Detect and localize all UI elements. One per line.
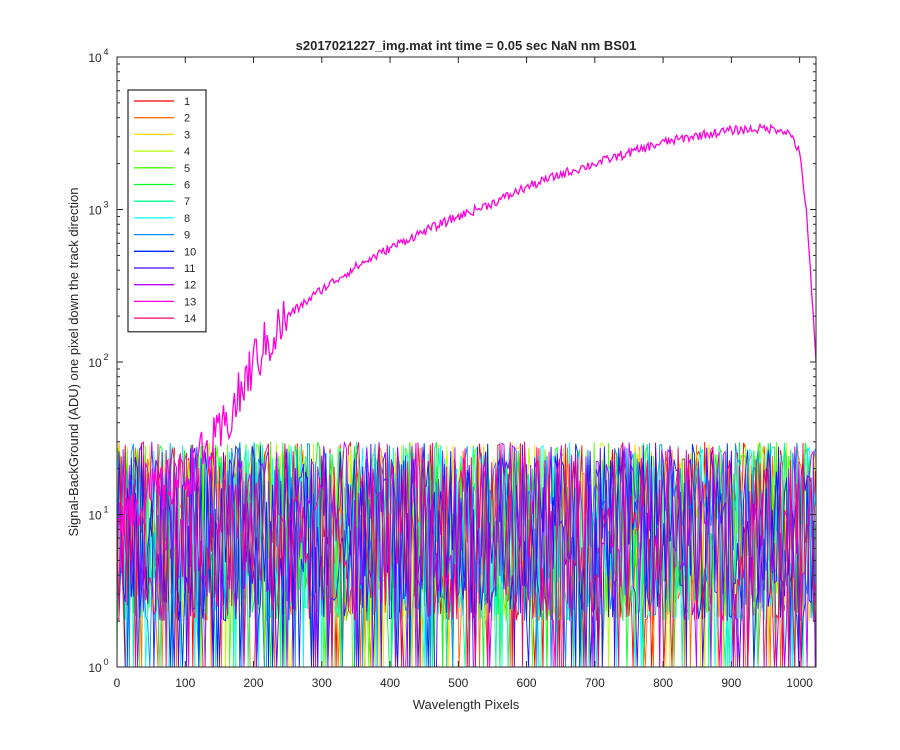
- x-tick-label: 0: [114, 676, 121, 690]
- x-tick-label: 800: [653, 676, 673, 690]
- legend-label-10: 10: [184, 246, 196, 258]
- series-layer: [117, 122, 816, 667]
- x-tick-label: 200: [244, 676, 264, 690]
- legend-label-4: 4: [184, 146, 190, 158]
- legend-label-14: 14: [184, 313, 196, 325]
- legend-label-13: 13: [184, 296, 196, 308]
- chart-title: s2017021227_img.mat int time = 0.05 sec …: [296, 38, 637, 53]
- y-tick-exponent: 2: [103, 352, 108, 362]
- x-tick-label: 500: [448, 676, 468, 690]
- legend-label-5: 5: [184, 163, 190, 175]
- x-tick-label: 100: [175, 676, 195, 690]
- series-line-7: [117, 441, 816, 667]
- x-tick-label: 700: [585, 676, 605, 690]
- x-tick-label: 900: [721, 676, 741, 690]
- x-tick-label: 600: [517, 676, 537, 690]
- legend-box: [127, 89, 207, 333]
- y-tick-label: 10: [88, 204, 102, 218]
- x-axis: 0 100 200 300 400 500 600 700 800 900 1000: [114, 57, 813, 690]
- x-tick-label: 300: [312, 676, 332, 690]
- x-tick-label: 1000: [786, 676, 813, 690]
- x-axis-label: Wavelength Pixels: [413, 697, 520, 712]
- legend-label-11: 11: [184, 263, 195, 275]
- legend-label-1: 1: [184, 96, 190, 108]
- y-tick-exponent: 1: [103, 505, 108, 515]
- y-tick-exponent: 3: [103, 200, 108, 210]
- series-line-12: [117, 441, 816, 667]
- legend-label-12: 12: [184, 280, 196, 292]
- legend-label-2: 2: [184, 113, 190, 125]
- y-tick-label: 10: [88, 51, 102, 65]
- y-tick-label: 10: [88, 509, 102, 523]
- legend-label-9: 9: [184, 230, 190, 242]
- y-axis-label: Signal-BackGround (ADU) one pixel down t…: [66, 187, 81, 536]
- y-tick-exponent: 4: [103, 47, 108, 57]
- series-line-13: [117, 122, 816, 537]
- y-tick-label: 10: [88, 661, 102, 675]
- legend-label-7: 7: [184, 196, 190, 208]
- y-tick-exponent: 0: [103, 657, 108, 667]
- legend-label-8: 8: [184, 213, 190, 225]
- legend-label-3: 3: [184, 129, 190, 141]
- y-tick-label: 10: [88, 356, 102, 370]
- x-tick-label: 400: [380, 676, 400, 690]
- legend-label-6: 6: [184, 180, 190, 192]
- series-line-14: [117, 440, 816, 667]
